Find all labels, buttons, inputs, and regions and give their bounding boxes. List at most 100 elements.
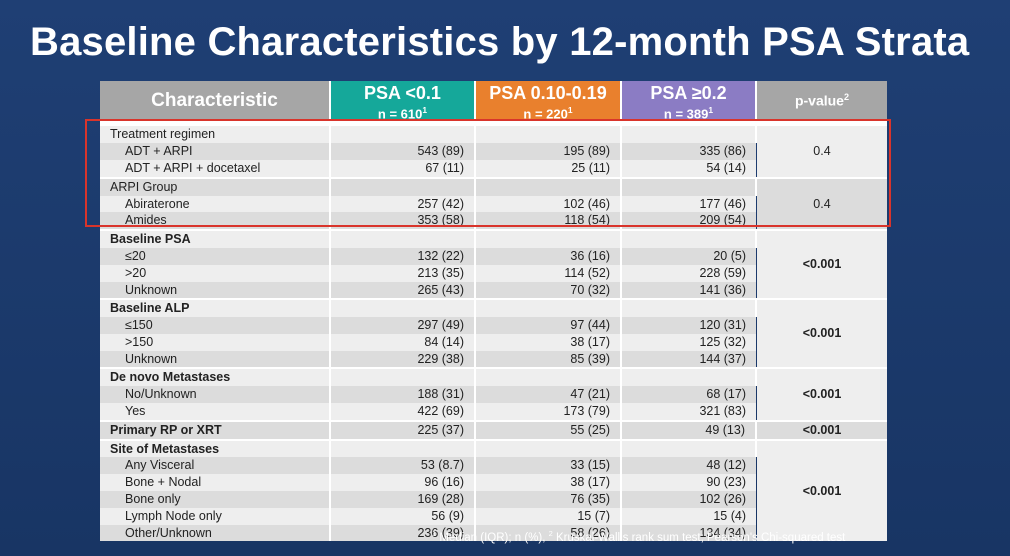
cell-psa-lt-0-1: 188 (31) (330, 386, 476, 404)
cell-psa-lt-0-1: 257 (42) (330, 195, 476, 213)
slide-title: Baseline Characteristics by 12-month PSA… (30, 20, 970, 64)
cell-psa-0-10-0-19: 15 (7) (475, 507, 622, 525)
cell-psa-lt-0-1: 236 (39) (330, 524, 476, 542)
pvalue-cell: 0.4 (756, 120, 887, 178)
header-sup: 1 (422, 105, 428, 115)
cell-psa-0-10-0-19: 102 (46) (475, 195, 622, 213)
row-label: Baseline ALP (100, 298, 331, 318)
cell-psa-0-10-0-19: 173 (79) (475, 403, 622, 421)
pvalue-cell: <0.001 (756, 367, 887, 421)
row-label: ADT + ARPI + docetaxel (100, 159, 331, 178)
cell-psa-0-10-0-19: 38 (17) (475, 474, 622, 492)
header-psa-0-10-0-19-n: n = 220 (523, 106, 568, 122)
table-row: Bone only 169 (28) 76 (35) 102 (26) (100, 491, 887, 508)
cell-psa-0-10-0-19: 70 (32) (475, 281, 622, 300)
cell-psa-lt-0-1: 56 (9) (330, 507, 476, 525)
cell-psa-ge-0-2 (621, 176, 757, 196)
cell-psa-lt-0-1: 132 (22) (330, 247, 476, 265)
cell-psa-0-10-0-19 (475, 438, 622, 458)
pvalue-cell: <0.001 (756, 298, 887, 369)
cell-psa-lt-0-1: 422 (69) (330, 403, 476, 421)
cell-psa-0-10-0-19: 85 (39) (475, 350, 622, 369)
table-row: >150 84 (14) 38 (17) 125 (32) (100, 333, 887, 351)
cell-psa-0-10-0-19: 195 (89) (475, 143, 622, 160)
row-label: Amides (100, 212, 331, 231)
cell-psa-ge-0-2 (621, 367, 757, 387)
cell-psa-0-10-0-19: 25 (11) (475, 159, 622, 178)
cell-psa-lt-0-1 (330, 367, 476, 387)
cell-psa-ge-0-2: 134 (34) (621, 524, 756, 542)
cell-psa-ge-0-2 (621, 438, 757, 458)
header-psa-ge-0-2-n: n = 389 (663, 106, 709, 122)
table-row: Baseline PSA <0.001 (100, 229, 887, 300)
cell-psa-0-10-0-19 (475, 298, 622, 318)
cell-psa-0-10-0-19: 38 (17) (475, 333, 622, 351)
row-label: Site of Metastases (100, 438, 331, 458)
cell-psa-lt-0-1: 96 (16) (330, 474, 476, 492)
cell-psa-0-10-0-19: 47 (21) (475, 386, 622, 404)
header-psa-lt-0-1-label: PSA <0.1 (364, 83, 441, 103)
header-characteristic: Characteristic (100, 81, 331, 124)
cell-psa-lt-0-1 (330, 438, 476, 458)
cell-psa-lt-0-1 (330, 229, 476, 248)
row-label: >20 (100, 264, 331, 282)
cell-psa-lt-0-1: 84 (14) (330, 333, 476, 351)
table-row: Unknown 229 (38) 85 (39) 144 (37) (100, 350, 887, 369)
table-row: Bone + Nodal 96 (16) 38 (17) 90 (23) (100, 474, 887, 492)
row-label: Other/Unknown (100, 524, 331, 542)
table-row: ≤20 132 (22) 36 (16) 20 (5) (100, 247, 887, 265)
header-psa-0-10-0-19: PSA 0.10-0.19 n = 2201 (475, 81, 622, 124)
cell-psa-lt-0-1: 67 (11) (330, 159, 476, 178)
cell-psa-lt-0-1 (330, 176, 476, 196)
row-label: Bone + Nodal (100, 474, 331, 492)
cell-psa-lt-0-1: 229 (38) (330, 350, 476, 369)
header-sup: 1 (708, 105, 714, 115)
footnote: 1 Median (IQR); n (%), 2 Kruskal-Wallis … (432, 529, 845, 544)
cell-psa-ge-0-2: 90 (23) (621, 474, 756, 492)
table-row: Site of Metastases <0.001 (100, 438, 887, 542)
cell-psa-0-10-0-19 (475, 367, 622, 387)
cell-psa-ge-0-2: 15 (4) (621, 507, 756, 525)
footnote-text-1: Median (IQR); n (%), (436, 531, 549, 544)
cell-psa-ge-0-2 (621, 229, 757, 248)
table-row: ADT + ARPI + docetaxel 67 (11) 25 (11) 5… (100, 159, 887, 178)
table-header-row: Characteristic PSA <0.1 n = 6101 PSA 0.1… (100, 81, 887, 124)
pvalue-cell: <0.001 (756, 229, 887, 300)
cell-psa-ge-0-2 (621, 298, 757, 318)
row-label: Yes (100, 403, 331, 421)
header-psa-ge-0-2-label: PSA ≥0.2 (650, 83, 727, 103)
header-psa-lt-0-1-n: n = 610 (377, 106, 423, 122)
cell-psa-0-10-0-19: 114 (52) (475, 264, 622, 282)
cell-psa-0-10-0-19 (475, 120, 622, 144)
table-row: Baseline ALP <0.001 (100, 298, 887, 369)
row-label: ≤20 (100, 247, 331, 265)
table-row: Unknown 265 (43) 70 (32) 141 (36) (100, 281, 887, 300)
row-label: No/Unknown (100, 386, 331, 404)
cell-psa-ge-0-2: 102 (26) (621, 491, 756, 508)
table-row: Treatment regimen 0.4 (100, 120, 887, 178)
cell-psa-lt-0-1 (330, 298, 476, 318)
table-row: Yes 422 (69) 173 (79) 321 (83) (100, 403, 887, 421)
cell-psa-0-10-0-19: 76 (35) (475, 491, 622, 508)
header-psa-0-10-0-19-label: PSA 0.10-0.19 (489, 83, 607, 103)
pvalue-cell: 0.4 (756, 176, 887, 231)
header-sup: 1 (567, 105, 573, 115)
row-label: Treatment regimen (100, 120, 331, 144)
cell-psa-ge-0-2: 49 (13) (621, 419, 757, 440)
header-psa-ge-0-2: PSA ≥0.2 n = 3891 (621, 81, 757, 124)
table-row: No/Unknown 188 (31) 47 (21) 68 (17) (100, 386, 887, 404)
row-label: Abiraterone (100, 195, 331, 213)
pvalue-cell: <0.001 (756, 438, 887, 542)
cell-psa-lt-0-1: 543 (89) (330, 143, 476, 160)
cell-psa-0-10-0-19: 55 (25) (475, 419, 622, 440)
footnote-text-2: Kruskal-Wallis rank sum test; Pearson's … (552, 531, 846, 544)
cell-psa-ge-0-2: 120 (31) (621, 317, 756, 334)
row-label: ADT + ARPI (100, 143, 331, 160)
header-psa-lt-0-1: PSA <0.1 n = 6101 (330, 81, 476, 124)
cell-psa-ge-0-2: 20 (5) (621, 247, 756, 265)
pvalue-cell: <0.001 (756, 419, 887, 440)
cell-psa-ge-0-2: 144 (37) (621, 350, 756, 369)
cell-psa-lt-0-1: 225 (37) (330, 419, 476, 440)
cell-psa-0-10-0-19 (475, 229, 622, 248)
cell-psa-lt-0-1 (330, 120, 476, 144)
